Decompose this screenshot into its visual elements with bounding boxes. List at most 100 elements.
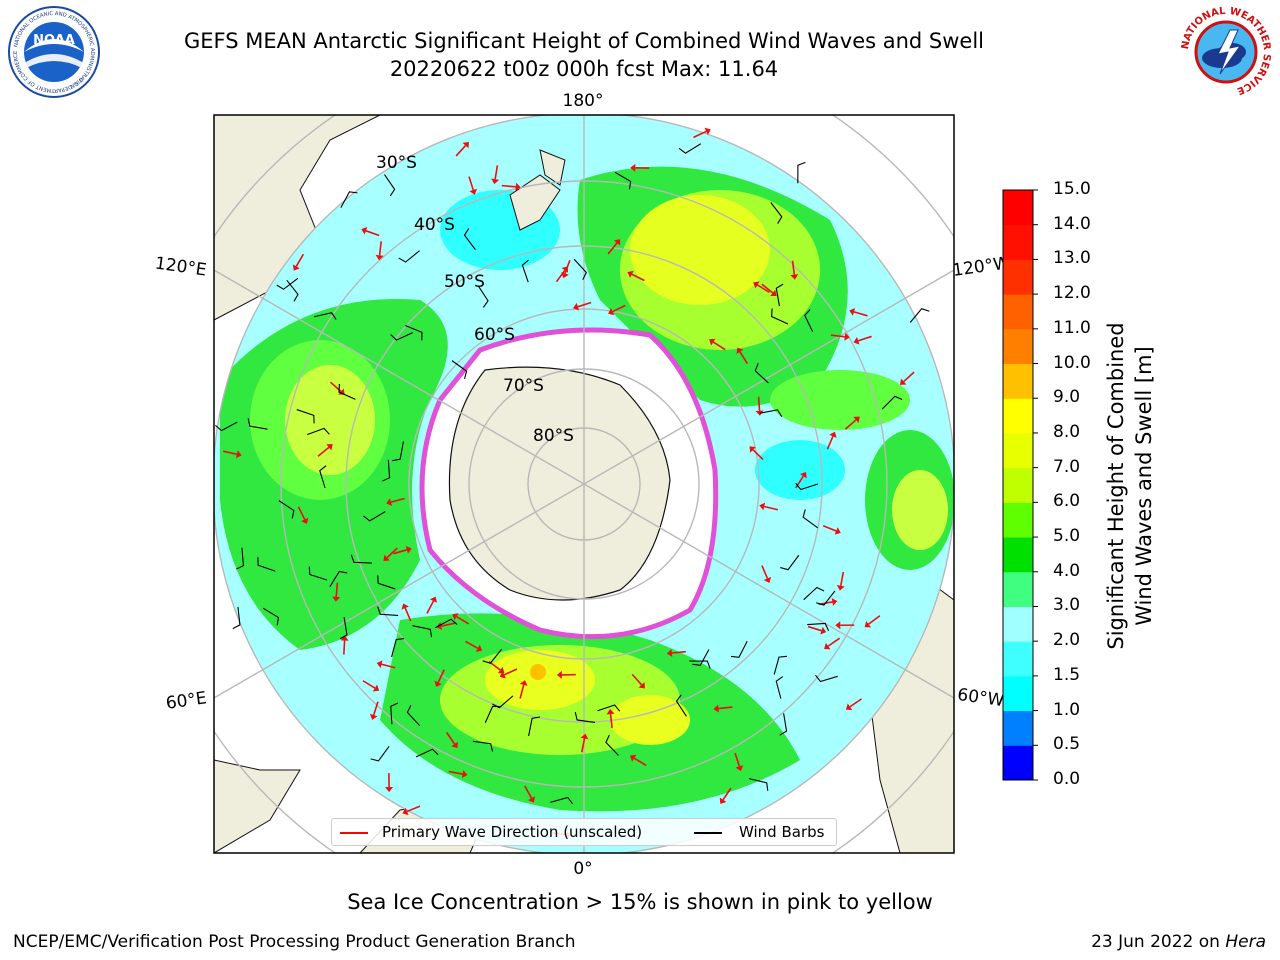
wave-arrow-head	[834, 527, 841, 535]
wave-arrow	[609, 713, 613, 729]
wave-arrow	[853, 311, 868, 317]
wind-barb	[614, 171, 632, 190]
wave-arrow-head	[853, 336, 860, 345]
colorbar-swatch	[1003, 432, 1033, 469]
wave-arrow	[390, 497, 405, 503]
wave-arrow-head	[497, 666, 505, 674]
wave-arrow	[404, 607, 412, 622]
wind-barb	[382, 459, 391, 482]
wave-arrow	[830, 334, 845, 338]
wind-barb	[377, 606, 399, 616]
wave-arrow-head	[469, 188, 478, 195]
wind-barb	[392, 441, 404, 462]
wave-arrow-head	[361, 227, 368, 235]
wave-arrow	[734, 752, 741, 767]
wave-arrow	[362, 680, 376, 689]
wind-barb	[780, 554, 800, 571]
wind-barb	[573, 258, 587, 280]
wave-arrow	[858, 335, 872, 342]
wave-arrow-head	[763, 576, 772, 584]
wind-barb	[692, 649, 710, 666]
wave-arrow	[445, 732, 456, 745]
wave-arrow	[378, 241, 382, 256]
colorbar-tick-label: 11.0	[1053, 317, 1091, 338]
wave-arrow-head	[735, 765, 744, 772]
wave-arrow	[455, 145, 467, 157]
wave-arrow-head	[461, 770, 468, 779]
wave-arrow-head	[369, 713, 378, 720]
noaa-center-text: NOAA	[33, 33, 75, 48]
wave-arrow-head	[326, 444, 333, 451]
colorbar-swatch	[1003, 641, 1033, 677]
wave-arrow	[791, 260, 796, 275]
colorbar-swatch	[1003, 398, 1033, 434]
wave-arrow-head	[829, 431, 837, 438]
legend-swatch-barbs	[694, 832, 722, 834]
wind-barb	[678, 143, 702, 154]
lat-label-30s: 30°S	[376, 153, 417, 173]
wave-arrow-head	[402, 807, 409, 816]
wave-arrow	[448, 770, 463, 775]
colorbar-tick-label: 10.0	[1053, 352, 1091, 373]
wave-arrow-head	[608, 307, 615, 316]
wave-arrow	[519, 684, 525, 699]
wind-barb	[779, 713, 788, 736]
wave-arrow-head	[853, 416, 860, 423]
colorbar-tick-label: 8.0	[1053, 421, 1081, 442]
wave-arrow	[406, 805, 421, 813]
wind-barb	[803, 586, 825, 601]
wave-arrow	[343, 640, 346, 655]
wave-arrow-head	[515, 182, 521, 191]
legend-swatch-wave	[340, 832, 368, 834]
colorbar-swatch	[1003, 294, 1033, 330]
wind-barb	[492, 695, 514, 709]
colorbar-tick-label: 15.0	[1053, 179, 1091, 199]
wind-barb	[215, 421, 238, 432]
wind-barb	[807, 622, 830, 631]
colorbar-tick-label: 9.0	[1053, 387, 1081, 408]
colorbar-swatch	[1003, 328, 1033, 365]
wind-barb	[797, 161, 806, 184]
wind-barb	[482, 648, 503, 664]
wave-arrow	[761, 283, 774, 294]
wave-arrow	[822, 525, 837, 532]
wave-arrow	[826, 435, 834, 450]
lon-label-0: 0°	[573, 859, 592, 879]
wave-arrow-head	[385, 787, 394, 793]
wave-arrow-head	[630, 163, 636, 172]
wind-barb	[405, 324, 423, 341]
wind-barb	[370, 746, 390, 762]
wave-arrow-head	[527, 796, 536, 803]
wave-arrow-head	[799, 472, 807, 479]
wave-arrow-head	[519, 680, 528, 686]
wave-arrow-head	[606, 709, 615, 715]
wave-arrow-head	[383, 554, 390, 562]
wind-barb	[257, 557, 276, 572]
wave-arrow	[494, 165, 499, 180]
wind-barb	[340, 191, 358, 208]
wave-arrow-head	[235, 450, 242, 459]
wave-arrow-head	[836, 584, 845, 591]
colorbar-swatch	[1003, 190, 1033, 226]
wind-barb	[754, 363, 769, 384]
wind-barbs	[215, 143, 930, 805]
wind-barb	[605, 734, 619, 756]
wave-arrow	[712, 341, 726, 351]
wave-arrow-head	[452, 613, 459, 621]
wave-arrow	[844, 419, 857, 430]
lon-label-180: 180°	[563, 91, 604, 111]
wind-barb	[278, 500, 295, 519]
wave-arrow-head	[401, 603, 409, 610]
wind-barb	[759, 409, 783, 417]
wave-arrow	[761, 565, 769, 579]
wave-arrow	[868, 615, 881, 625]
wave-arrow-head	[499, 671, 506, 679]
colorbar-swatch	[1003, 537, 1033, 573]
wave-arrow	[693, 130, 707, 139]
wind-barb	[391, 638, 405, 658]
wind-barb	[363, 511, 386, 522]
wave-arrow	[381, 663, 396, 669]
wave-arrow-head	[638, 682, 645, 689]
wind-barb	[377, 575, 396, 590]
footer-host: Hera	[1225, 932, 1266, 952]
